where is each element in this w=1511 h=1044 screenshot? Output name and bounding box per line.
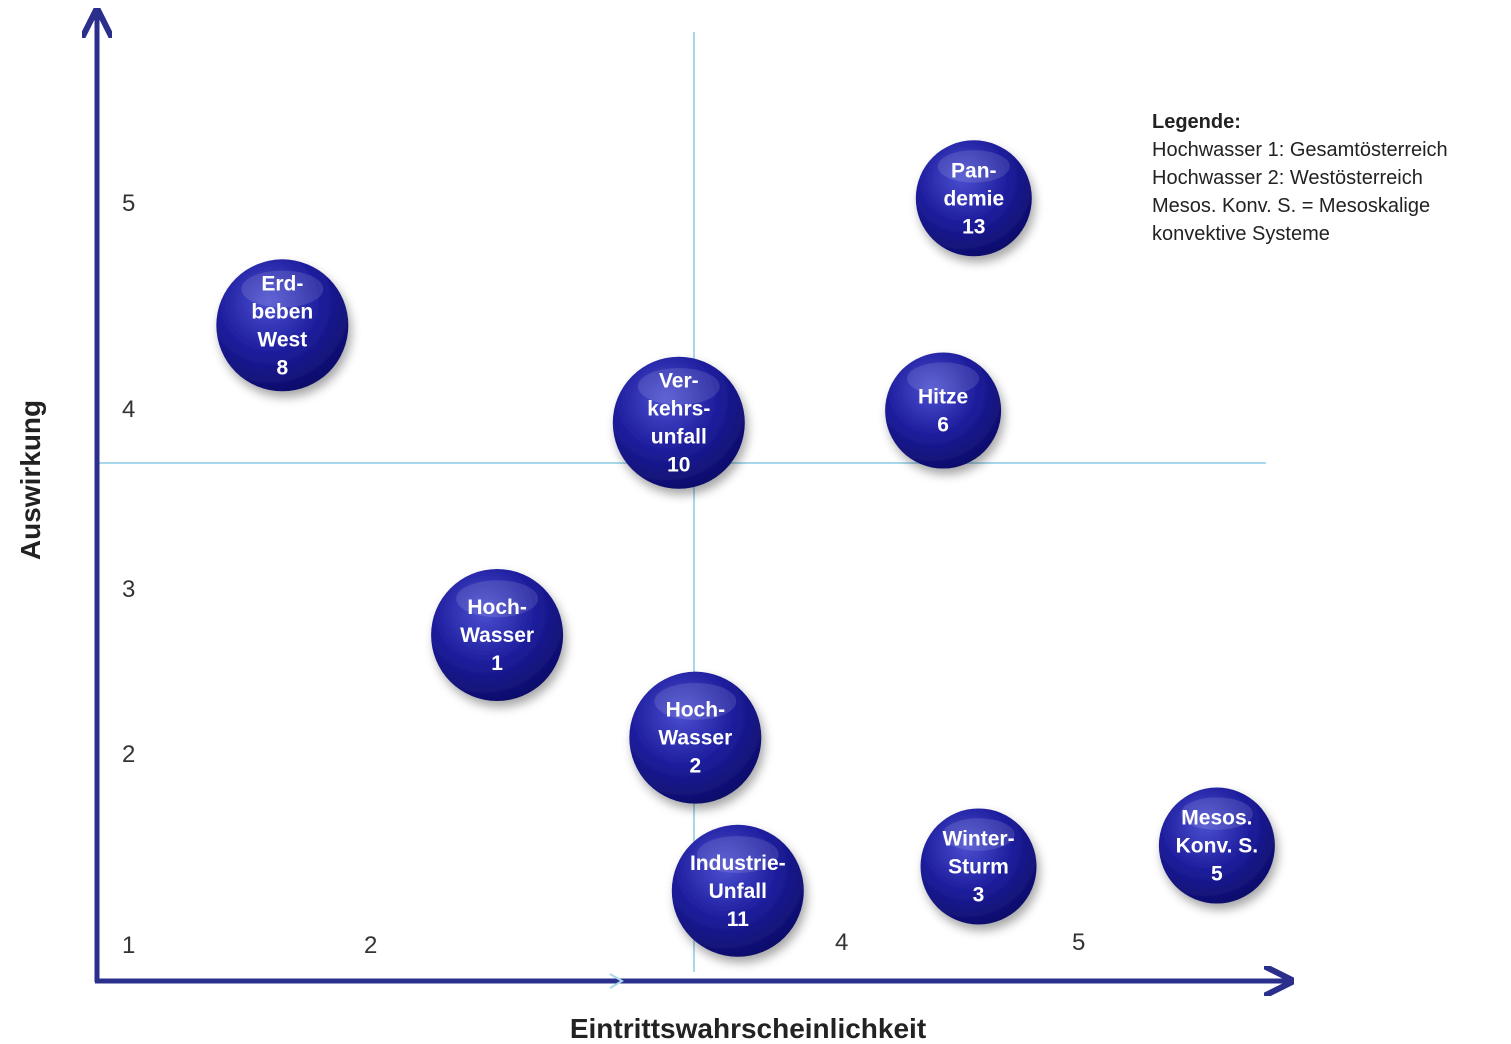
legend: Legende: Hochwasser 1: Gesamtösterreich … [1152,108,1507,248]
legend-entry: Mesos. Konv. S. = Mesoskalige [1152,195,1431,217]
bubble-label-line: 13 [962,215,985,238]
bubble-label-line: Industrie- [690,852,786,875]
bubble-label-line: 8 [276,356,288,379]
bubble-label-line: beben [251,300,313,323]
bubble-circle [216,259,349,392]
data-points: Erd-bebenWest8Pan-demie13Ver-kehrs-unfal… [216,140,1275,957]
bubble-highlight [654,682,737,720]
y-tick-label: 2 [122,741,135,768]
x-tick-label: 4 [835,929,848,956]
bubble-point: Mesos. Konv. S. 5 [1158,787,1275,904]
bubble-label-line: Ver- [659,370,699,393]
x-axis-faint-arrow-icon [609,973,624,989]
bubble-label-line: kehrs- [647,398,710,421]
bubble-highlight [1180,797,1253,830]
bubble-label-line: Hoch- [666,699,726,722]
bubble-point: Pan-demie 13 [915,140,1032,257]
bubble-circle [915,140,1032,257]
bubble-highlight [696,836,779,873]
bubble-label-line: 11 [727,908,750,931]
bubble-circle [671,824,804,957]
bubble-label-line: Wasser [460,624,534,647]
bubble-label-line: 1 [491,652,503,675]
bubble-label-line: Wasser [658,727,732,750]
bubble-label-line: demie [943,187,1004,210]
y-tick-label: 3 [122,576,135,603]
bubble-circle [1158,787,1275,904]
bubble-highlight [241,270,324,308]
bubble-circle [629,671,762,804]
bubble-label-line: 6 [937,414,949,437]
bubble-label-line: 10 [667,454,690,477]
bubble-label-line: Sturm [948,855,1009,878]
bubble-highlight [937,150,1010,183]
bubble-label-line: 3 [973,883,985,906]
bubble-label-line: Hoch- [467,596,527,619]
bubble-label-line: Pan- [951,159,997,182]
x-tick-label: 2 [364,932,377,959]
bubble-circle [431,569,564,702]
bubble-highlight [907,362,980,395]
y-axis-title: Auswirkung [15,400,46,560]
bubble-highlight [637,367,720,405]
x-axis-title: Eintrittswahrscheinlichkeit [570,1013,926,1044]
legend-entry: konvektive Systeme [1152,223,1330,245]
bubble-label-line: Erd- [261,272,303,295]
bubble-circle [885,352,1002,469]
bubble-highlight [456,580,538,618]
bubble-label-line: unfall [651,426,707,449]
legend-entry: Hochwasser 2: Westösterreich [1152,167,1423,189]
bubble-label-line: Winter- [942,827,1014,850]
bubble-label-line: West [257,328,307,351]
legend-entry: Hochwasser 1: Gesamtösterreich [1152,139,1448,161]
y-tick-label: 5 [122,190,135,217]
bubble-label-line: Unfall [709,880,767,903]
x-tick-label: 5 [1072,929,1085,956]
bubble-label-line: Konv. S. [1176,835,1258,858]
bubble-label-line: Hitze [918,386,968,409]
bubble-circle [612,356,745,489]
bubble-point: Hoch- Wasser 2 [629,671,762,804]
bubble-point: Erd-beben West 8 [216,259,349,392]
bubble-point: Winter- Sturm 3 [920,808,1037,925]
legend-title: Legende: [1152,111,1241,133]
bubble-circle [920,808,1037,925]
bubble-label-line: Mesos. [1181,807,1252,830]
y-tick-label: 4 [122,396,135,423]
bubble-point: Industrie- Unfall 11 [671,824,804,957]
y-tick-label: 1 [122,932,135,959]
bubble-point: Hitze 6 [885,352,1002,469]
bubble-label-line: 2 [689,755,701,778]
bubble-point: Hoch- Wasser 1 [431,569,564,702]
bubble-point: Ver-kehrs-unfall 10 [612,356,745,489]
bubble-label-line: 5 [1211,863,1223,886]
bubble-highlight [942,818,1015,851]
